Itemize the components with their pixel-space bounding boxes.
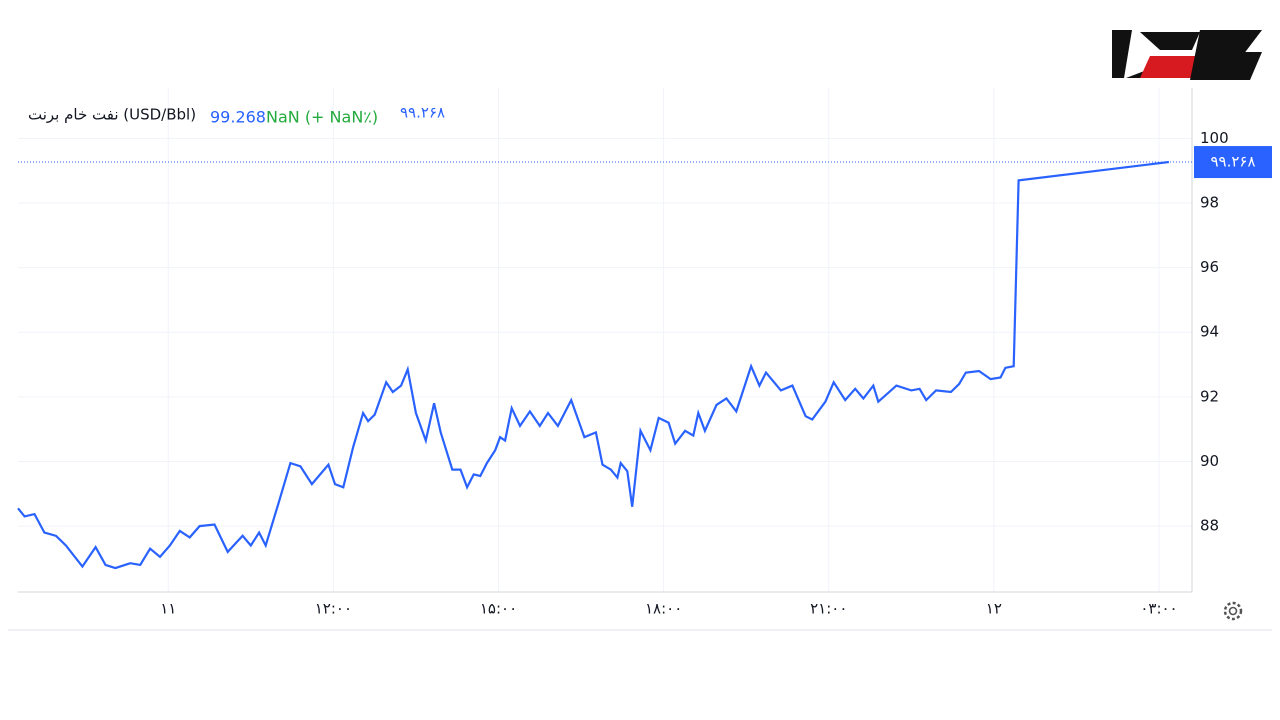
grid	[18, 88, 1192, 592]
chart-title: نفت خام برنت (USD/Bbl)	[28, 106, 196, 124]
logo	[1112, 30, 1262, 80]
last-price-label: ۹۹.۲۶۸	[400, 104, 445, 122]
price-tag-label: ۹۹.۲۶۸	[1210, 153, 1255, 171]
change: NaN (+ NaN٪)	[266, 108, 378, 127]
x-tick-label: ۱۲:۰۰	[315, 600, 352, 618]
y-tick-label: 88	[1200, 517, 1219, 535]
y-tick-label: 94	[1200, 323, 1219, 341]
y-tick-label: 98	[1200, 194, 1219, 212]
x-tick-label: ۱۵:۰۰	[480, 600, 517, 618]
price-tag	[1194, 146, 1272, 179]
gear-hub[interactable]	[1228, 606, 1238, 616]
x-tick-label: ۱۲	[986, 600, 1002, 618]
last-price: 99.268	[210, 108, 266, 127]
x-tick-label: ۱۸:۰۰	[645, 600, 682, 618]
y-tick-label: 92	[1200, 387, 1219, 405]
gear-teeth[interactable]	[1223, 601, 1243, 621]
settings-icon[interactable]	[1223, 601, 1243, 621]
x-tick-label: ۰۳:۰۰	[1140, 600, 1177, 618]
y-tick-label: 90	[1200, 452, 1219, 470]
x-tick-label: ۱۱	[160, 600, 176, 618]
price-line	[17, 160, 1170, 570]
y-tick-label: 96	[1200, 258, 1219, 276]
x-tick-label: ۲۱:۰۰	[810, 600, 847, 618]
y-tick-label: 100	[1200, 129, 1229, 147]
